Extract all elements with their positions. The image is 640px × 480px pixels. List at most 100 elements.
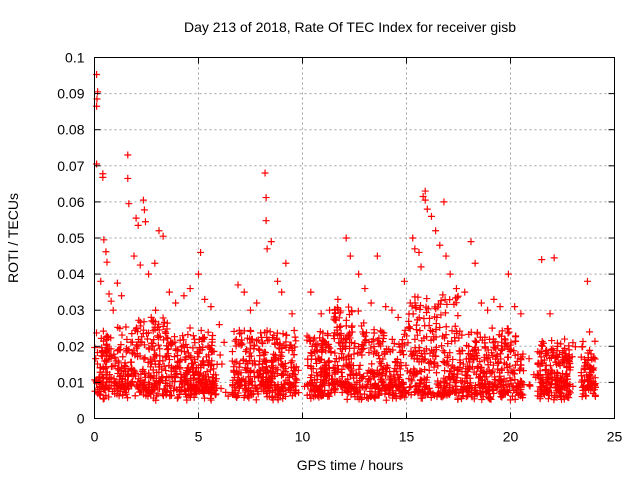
x-tick-label: 5 <box>195 429 203 445</box>
data-point <box>427 393 435 401</box>
data-point <box>319 337 327 345</box>
data-point <box>388 335 396 343</box>
data-point <box>538 359 546 367</box>
data-point <box>107 381 115 389</box>
data-point <box>405 317 413 325</box>
data-point <box>383 368 391 376</box>
y-tick-label: 0.04 <box>57 266 84 282</box>
data-point <box>266 384 274 392</box>
data-point <box>342 322 350 330</box>
y-tick-label: 0.05 <box>57 230 84 246</box>
data-point <box>176 365 184 373</box>
data-point <box>203 387 211 395</box>
data-point <box>152 396 160 404</box>
data-point <box>439 347 447 355</box>
data-point <box>171 374 179 382</box>
data-point <box>486 395 494 403</box>
data-point <box>204 342 212 350</box>
data-point <box>400 351 408 359</box>
data-point <box>368 360 376 368</box>
data-point <box>276 340 284 348</box>
data-point <box>255 367 263 375</box>
data-point <box>432 320 440 328</box>
data-point <box>325 340 333 348</box>
data-point <box>355 270 363 278</box>
data-point <box>356 377 364 385</box>
data-point <box>464 387 472 395</box>
data-point <box>93 349 101 357</box>
data-point <box>280 380 288 388</box>
data-point <box>245 392 253 400</box>
data-point <box>390 367 398 375</box>
data-point <box>496 369 504 377</box>
data-point <box>98 382 106 390</box>
data-point <box>138 333 146 341</box>
data-point <box>471 259 479 267</box>
data-point <box>585 382 593 390</box>
data-point <box>370 326 378 334</box>
data-point <box>448 327 456 335</box>
data-point <box>394 313 402 321</box>
data-point <box>441 367 449 375</box>
data-point <box>360 372 368 380</box>
data-point <box>205 351 213 359</box>
data-point <box>554 353 562 361</box>
data-point <box>481 380 489 388</box>
data-point <box>561 344 569 352</box>
data-point <box>165 382 173 390</box>
data-point <box>278 288 286 296</box>
data-point <box>417 301 425 309</box>
data-point <box>488 369 496 377</box>
x-tick-labels: 0 5 10 15 20 25 <box>91 429 623 445</box>
data-point <box>366 387 374 395</box>
data-point <box>546 354 554 362</box>
data-point <box>389 387 397 395</box>
data-point <box>147 390 155 398</box>
data-point <box>180 336 188 344</box>
data-point <box>504 325 512 333</box>
data-point <box>354 307 362 315</box>
data-point <box>246 327 254 335</box>
data-point <box>262 356 270 364</box>
data-point <box>476 358 484 366</box>
data-point <box>97 277 105 285</box>
data-point <box>114 384 122 392</box>
data-point <box>407 383 415 391</box>
data-point <box>441 309 449 317</box>
y-tick-label: 0 <box>77 411 85 427</box>
data-point <box>187 366 195 374</box>
data-point <box>196 379 204 387</box>
data-point <box>444 340 452 348</box>
data-point <box>439 291 447 299</box>
x-axis-label: GPS time / hours <box>297 457 404 473</box>
data-point <box>210 380 218 388</box>
data-point <box>483 388 491 396</box>
data-point <box>546 310 554 318</box>
data-point <box>405 323 413 331</box>
data-point <box>107 373 115 381</box>
data-point <box>470 368 478 376</box>
data-point <box>201 371 209 379</box>
data-point <box>382 383 390 391</box>
data-point <box>490 379 498 387</box>
data-point <box>371 372 379 380</box>
data-point <box>162 366 170 374</box>
data-point <box>335 355 343 363</box>
data-point <box>443 300 451 308</box>
data-point <box>252 396 260 404</box>
data-point <box>171 364 179 372</box>
data-point <box>355 365 363 373</box>
data-point <box>136 338 144 346</box>
data-point <box>534 348 542 356</box>
data-point <box>377 362 385 370</box>
data-point <box>240 288 248 296</box>
data-point <box>330 332 338 340</box>
data-point <box>388 306 396 314</box>
data-point <box>399 347 407 355</box>
x-tick-label: 25 <box>607 429 623 445</box>
data-point <box>315 354 323 362</box>
data-point <box>182 341 190 349</box>
data-point <box>504 353 512 361</box>
data-point <box>207 362 215 370</box>
data-point <box>363 394 371 402</box>
